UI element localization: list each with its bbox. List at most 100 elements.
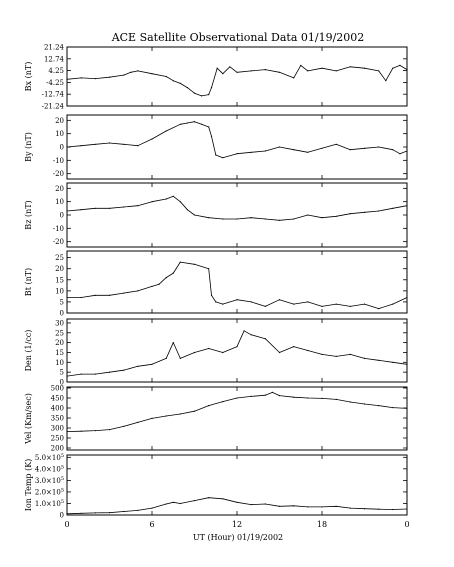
y-tick-label: 25: [55, 254, 64, 262]
data-point: [392, 508, 394, 511]
data-point: [179, 201, 181, 203]
data-point: [236, 501, 238, 503]
data-point: [179, 261, 181, 263]
y-tick-label: 2.0×105: [35, 487, 64, 496]
data-point: [293, 77, 295, 79]
data-point: [236, 71, 238, 73]
data-point: [193, 351, 196, 354]
y-tick-label: 5.0×105: [35, 453, 64, 462]
data-point: [335, 143, 337, 145]
y-tick-label: 20: [55, 339, 64, 347]
data-point: [179, 413, 181, 415]
data-point: [236, 153, 238, 155]
data-point: [193, 121, 196, 123]
data-point: [186, 87, 188, 89]
y-tick-exponent: 5: [61, 464, 64, 470]
data-point: [363, 403, 366, 405]
data-point: [378, 508, 380, 510]
y-tick-label: 30: [55, 319, 64, 327]
data-point: [307, 349, 309, 352]
y-tick-label: 250: [51, 435, 64, 443]
panel-5: 30 25 20 15 10 5 0 Den (1/cc): [24, 318, 408, 387]
data-point: [307, 151, 309, 153]
data-point: [123, 510, 125, 513]
data-point: [307, 70, 309, 72]
data-point: [210, 135, 213, 137]
data-point: [179, 357, 181, 359]
data-point: [406, 150, 408, 152]
data-point: [66, 146, 68, 148]
y-axis-label-by-nt: By (nT): [24, 132, 33, 162]
data-point: [250, 217, 252, 219]
data-point: [179, 502, 181, 505]
data-point: [66, 296, 68, 299]
y-tick-label: 4.0×105: [35, 464, 64, 473]
data-point: [222, 157, 224, 159]
data-point: [193, 410, 196, 412]
panel-2: 20 10 0 -10 -20 By (nT): [24, 114, 408, 180]
data-point: [229, 66, 231, 68]
y-tick-label: 20: [55, 265, 64, 273]
x-axis-label: UT (Hour) 01/19/2002: [193, 533, 283, 542]
series-bt-nt: [67, 261, 408, 309]
data-point: [406, 407, 408, 409]
data-point: [193, 214, 196, 216]
x-tick-label: 18: [317, 520, 327, 529]
panel-frame: [66, 318, 408, 383]
data-point: [392, 407, 394, 409]
data-point: [151, 363, 153, 365]
data-point: [222, 401, 224, 403]
y-tick-label: 5: [60, 298, 64, 306]
data-point: [250, 504, 252, 506]
data-point: [236, 346, 238, 348]
data-point: [392, 149, 394, 151]
y-tick-label: 200: [51, 445, 64, 453]
data-point: [307, 506, 309, 508]
y-tick-label: -4.25: [46, 79, 64, 87]
y-tick-label: 20: [55, 185, 64, 193]
data-point: [165, 130, 167, 132]
data-point: [250, 334, 252, 336]
data-point: [172, 342, 174, 344]
data-point: [137, 421, 139, 423]
data-point: [349, 305, 351, 307]
panel-1: 21.24 12.74 4.25 -4.25 -12.74 -21.24 Bx (nT): [24, 44, 408, 111]
data-point: [208, 405, 210, 407]
y-axis-label-bz-nt: Bz (nT): [24, 200, 33, 229]
data-point: [94, 143, 96, 145]
data-point: [250, 395, 252, 397]
data-point: [236, 299, 238, 301]
data-point: [363, 303, 366, 305]
data-point: [108, 371, 111, 373]
data-point: [108, 512, 111, 514]
data-point: [293, 149, 295, 151]
data-point: [123, 74, 125, 76]
data-point: [307, 397, 309, 399]
data-point: [80, 512, 82, 514]
data-point: [210, 87, 213, 89]
data-point: [172, 80, 174, 82]
data-point: [208, 347, 210, 350]
data-point: [80, 373, 82, 375]
y-tick-label: 10: [55, 198, 64, 206]
data-point: [222, 218, 224, 220]
data-point: [137, 70, 139, 72]
y-tick-exponent: 5: [61, 487, 64, 493]
data-point: [378, 70, 380, 72]
data-point: [80, 145, 82, 147]
data-point: [151, 201, 153, 203]
data-point: [165, 198, 167, 200]
data-point: [264, 338, 266, 340]
data-point: [208, 497, 210, 499]
data-point: [165, 415, 167, 417]
data-point: [271, 391, 273, 393]
data-point: [123, 292, 125, 294]
y-tick-label: 0: [60, 379, 64, 387]
y-tick-label: 21.24: [44, 44, 65, 52]
series-by-nt: [66, 121, 408, 159]
y-tick-label: 15: [55, 349, 64, 357]
data-point: [151, 507, 153, 509]
data-point: [222, 73, 224, 75]
data-point: [66, 375, 68, 377]
